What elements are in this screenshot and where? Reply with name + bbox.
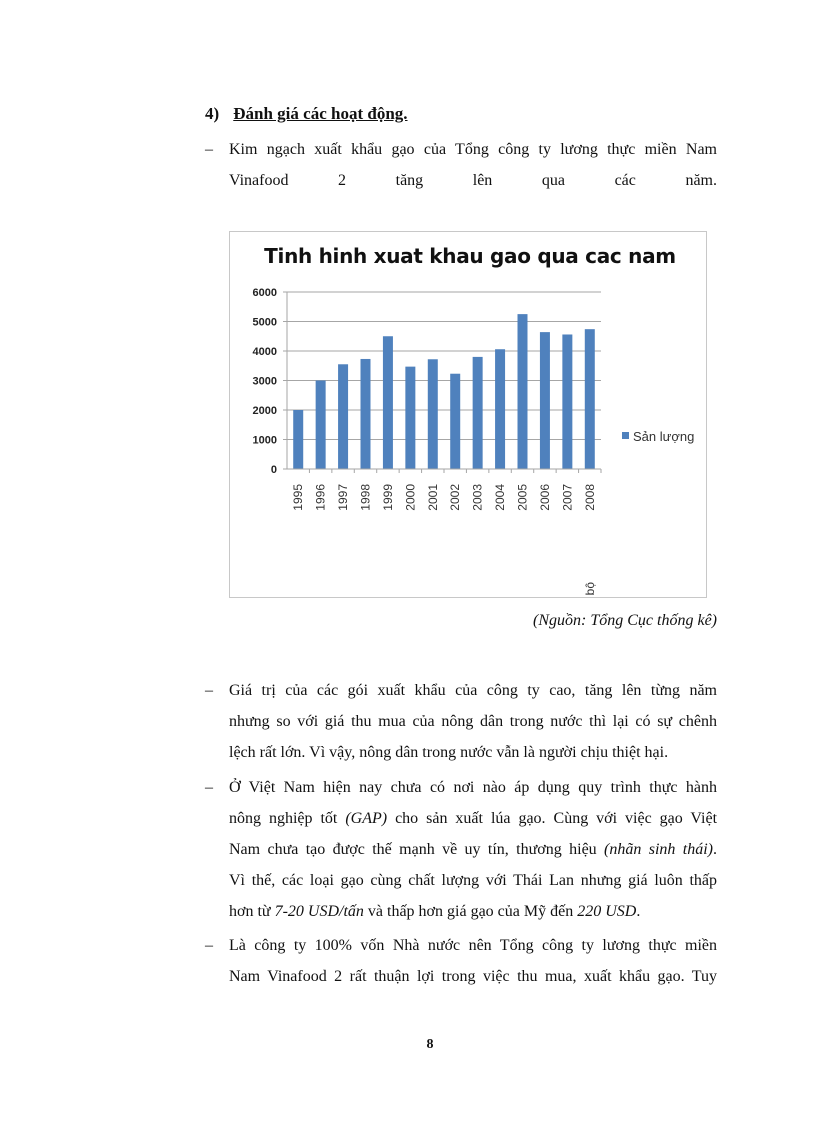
paragraph-2: – Ở Việt Nam hiện nay chưa có nơi nào áp … [205, 772, 717, 927]
text-segment: . [636, 903, 641, 920]
bar-2001 [427, 359, 438, 469]
x-tick-label: 1995 [291, 484, 305, 511]
y-tick-label: 4000 [253, 346, 277, 358]
text-segment: Kim ngạch xuất khẩu gạo của Tổng công ty… [229, 141, 717, 158]
text-segment: hơn từ [229, 903, 275, 920]
x-tick-label: 2004 [493, 484, 507, 511]
text-line: Vì thế, các loại gạo cùng chất lượng với… [229, 865, 717, 896]
bar-2006 [539, 332, 550, 469]
legend-label: Sản lượng [633, 429, 694, 444]
text-segment: Ở Việt Nam hiện nay chưa có nơi nào áp d… [229, 779, 717, 796]
text-segment: Nam chưa tạo được thế mạnh về uy tín, th… [229, 841, 605, 858]
text-segment: Giá trị của các gói xuất khẩu của công t… [229, 682, 717, 699]
section-heading: 4) Đánh giá các hoạt động. [205, 104, 408, 124]
bar-2000 [405, 366, 416, 469]
text-segment: cho sản xuất lúa gạo. Cùng với việc gạo … [387, 810, 718, 827]
italic-text: (GAP) [345, 810, 388, 827]
text-line: Nam Vinafood 2 rất thuận lợi trong việc … [229, 961, 717, 992]
text-line: Kim ngạch xuất khẩu gạo của Tổng công ty… [229, 134, 717, 165]
text-line: lệch rất lớn. Vì vậy, nông dân trong nướ… [229, 737, 717, 768]
x-tick-label: 2005 [516, 484, 530, 511]
x-tick-label: 2000 [403, 484, 417, 511]
x-tick-label: 2007 [560, 484, 574, 511]
text-segment: và thấp hơn giá gạo của Mỹ đến [363, 903, 578, 920]
bar-1998 [360, 358, 371, 469]
bullet-dash: – [205, 937, 213, 954]
bar-2005 [517, 314, 528, 469]
x-tick-label: 2001 [426, 484, 440, 511]
text-segment: Nam Vinafood 2 rất thuận lợi trong việc … [229, 968, 717, 985]
text-segment: . [713, 841, 718, 858]
y-tick-label: 6000 [253, 287, 277, 299]
chart: Tinh hinh xuat khau gao qua cac nam 0 100… [229, 231, 707, 599]
x-tick-label: 1999 [381, 484, 395, 511]
bar-2008 [584, 329, 595, 469]
italic-text: 7-20 USD/tấn [274, 903, 364, 920]
x-tick-label: 1996 [314, 484, 328, 511]
bullet-dash: – [205, 682, 213, 699]
text-line: nhưng so với giá thu mua của nông dân tr… [229, 706, 717, 737]
text-line: Giá trị của các gói xuất khẩu của công t… [229, 675, 717, 706]
text-line: Là công ty 100% vốn Nhà nước nên Tổng cô… [229, 930, 717, 961]
text-segment: nông nghiệp tốt [229, 810, 346, 827]
y-tick-label: 5000 [253, 317, 277, 329]
text-line: Nam chưa tạo được thế mạnh về uy tín, th… [229, 834, 717, 865]
text-line: Vinafood 2 tăng lên qua các năm. [229, 165, 717, 196]
x-tick-note: Sơ bộ [583, 582, 597, 599]
intro-paragraph: – Kim ngạch xuất khẩu gạo của Tổng công t… [205, 134, 717, 196]
text-segment: nhưng so với giá thu mua của nông dân tr… [229, 713, 717, 730]
page-number: 8 [426, 1037, 434, 1052]
chart-plot: 0 1000 2000 3000 4000 5000 6000 1995 1996 1997 199… [253, 287, 695, 599]
text-segment: lệch rất lớn. Vì vậy, nông dân trong nướ… [229, 744, 669, 761]
bar-2003 [472, 356, 483, 469]
bar-1999 [382, 336, 393, 469]
x-tick-label: 2008 [583, 484, 597, 511]
bar-2002 [450, 373, 461, 469]
italic-text: 220 USD [577, 903, 637, 920]
bar-1996 [315, 380, 326, 469]
bar-2007 [562, 334, 573, 469]
italic-text: (nhãn sinh thái) [604, 841, 714, 858]
text-segment: Vinafood 2 tăng lên qua các năm. [229, 172, 717, 189]
bar-1995 [293, 410, 304, 469]
legend-swatch [622, 432, 629, 439]
bar-2004 [495, 349, 506, 469]
text-segment: Là công ty 100% vốn Nhà nước nên Tổng cô… [229, 937, 717, 954]
bar-1997 [338, 364, 349, 469]
paragraph-1: – Giá trị của các gói xuất khẩu của công … [205, 675, 717, 768]
text-segment: Vì thế, các loại gạo cùng chất lượng với… [229, 872, 717, 889]
bullet-dash: – [205, 141, 213, 158]
x-tick-label: 2003 [471, 484, 485, 511]
y-tick-label: 2000 [253, 405, 277, 417]
text-line: nông nghiệp tốt (GAP) cho sản xuất lúa g… [229, 803, 717, 834]
chart-title: Tinh hinh xuat khau gao qua cac nam [264, 244, 676, 268]
x-tick-label: 2006 [538, 484, 552, 511]
text-line: hơn từ 7-20 USD/tấn và thấp hơn giá gạo … [229, 896, 717, 927]
section-title: Đánh giá các hoạt động. [233, 104, 408, 123]
x-tick-label: 1997 [336, 484, 350, 511]
bullet-dash: – [205, 779, 213, 796]
paragraph-3: – Là công ty 100% vốn Nhà nước nên Tổng c… [205, 930, 717, 992]
x-tick-label: 2002 [448, 484, 462, 511]
y-tick-label: 3000 [253, 376, 277, 388]
y-tick-label: 1000 [253, 435, 277, 447]
x-tick-label: 1998 [359, 484, 373, 511]
text-line: Ở Việt Nam hiện nay chưa có nơi nào áp d… [229, 772, 717, 803]
y-tick-label: 0 [271, 464, 277, 476]
section-number: 4) [205, 104, 220, 123]
source-note: (Nguồn: Tổng Cục thống kê) [533, 612, 717, 629]
